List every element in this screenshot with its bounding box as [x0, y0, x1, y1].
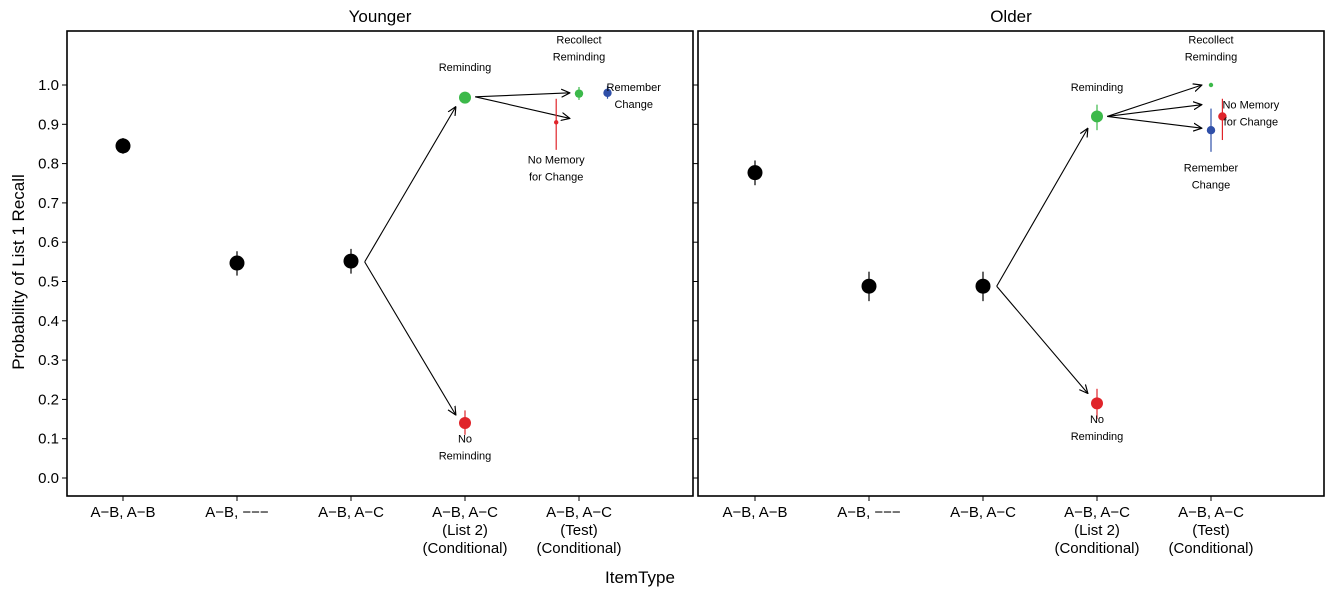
x-tick-label: A−B, −−− — [205, 504, 269, 521]
data-point — [747, 165, 763, 181]
y-tick-label: 0.4 — [38, 313, 59, 330]
x-tick-label: A−B, A−C — [950, 504, 1016, 521]
x-tick-label: (Test) — [1192, 522, 1230, 539]
arrow — [1107, 115, 1202, 128]
data-point — [975, 278, 991, 294]
data-point — [1091, 397, 1103, 410]
data-point — [554, 120, 559, 125]
annotation-label: Recollect — [556, 35, 601, 47]
data-point — [1218, 112, 1227, 121]
annotation-label: Change — [1192, 179, 1231, 191]
panel-frame — [697, 30, 1325, 497]
arrow — [475, 93, 570, 97]
y-tick-label: 0.0 — [38, 470, 59, 487]
arrow — [1107, 105, 1202, 117]
y-tick-label: 0.6 — [38, 234, 59, 251]
data-point — [229, 255, 245, 271]
x-tick-label: (Conditional) — [422, 540, 507, 557]
annotation-label: Recollect — [1188, 35, 1233, 47]
y-tick-label: 0.7 — [38, 195, 59, 212]
x-tick-label: A−B, A−C — [1064, 504, 1130, 521]
panel-title: Older — [990, 7, 1032, 26]
annotation-label: No — [458, 434, 472, 446]
panel-frame — [66, 30, 694, 497]
data-point — [343, 253, 359, 269]
arrow — [1107, 85, 1202, 117]
data-point — [603, 88, 612, 98]
data-point — [1208, 82, 1214, 88]
annotation-label: No Memory — [528, 155, 585, 167]
annotation-label: Remember — [607, 82, 662, 94]
arrow — [364, 107, 456, 263]
x-tick-label: (List 2) — [1074, 522, 1120, 539]
x-tick-label: A−B, A−B — [722, 504, 787, 521]
x-tick-label: (Test) — [560, 522, 598, 539]
annotation-label: Reminding — [439, 62, 492, 74]
x-tick-label: (List 2) — [442, 522, 488, 539]
annotation-label: No — [1090, 414, 1104, 426]
x-tick-label: A−B, A−B — [90, 504, 155, 521]
y-tick-label: 0.3 — [38, 352, 59, 369]
panels-layer: Younger 0.0 0.1 0.2 0.3 0.4 0.5 0.6 0.7 0.8 0.9 1.0… — [38, 7, 1325, 557]
y-tick-label: 0.1 — [38, 431, 59, 448]
x-axis-title: ItemType — [605, 568, 675, 587]
y-tick-label: 1.0 — [38, 77, 59, 94]
annotation-label: No Memory — [1222, 100, 1279, 112]
data-point — [459, 91, 471, 104]
x-tick-label: A−B, A−C — [1178, 504, 1244, 521]
annotation-label: Remember — [1184, 162, 1239, 174]
annotation-label: Reminding — [1071, 82, 1124, 94]
arrow — [996, 285, 1088, 393]
data-point — [1091, 110, 1103, 123]
y-tick-label: 0.5 — [38, 274, 59, 291]
annotation-label: Change — [614, 99, 653, 111]
x-tick-label: A−B, A−C — [546, 504, 612, 521]
y-tick-label: 0.9 — [38, 116, 59, 133]
x-tick-label: A−B, −−− — [837, 504, 901, 521]
annotation-label: for Change — [1224, 117, 1278, 129]
y-tick-label: 0.2 — [38, 391, 59, 408]
annotation-label: Reminding — [1185, 52, 1238, 64]
data-point — [459, 416, 471, 429]
arrow — [996, 128, 1088, 287]
panel-title: Younger — [349, 7, 412, 26]
annotation-label: for Change — [529, 172, 583, 184]
y-axis-title: Probability of List 1 Recall — [9, 174, 28, 370]
data-point — [1206, 125, 1216, 135]
data-point — [574, 89, 584, 98]
annotation-label: Reminding — [553, 52, 606, 64]
x-tick-label: A−B, A−C — [318, 504, 384, 521]
arrow — [364, 261, 456, 415]
x-tick-label: (Conditional) — [1054, 540, 1139, 557]
x-tick-label: (Conditional) — [1168, 540, 1253, 557]
x-tick-label: A−B, A−C — [432, 504, 498, 521]
arrow — [475, 96, 570, 119]
y-tick-label: 0.8 — [38, 156, 59, 173]
annotation-label: Reminding — [439, 451, 492, 463]
data-point — [115, 138, 131, 154]
panel-0: Younger 0.0 0.1 0.2 0.3 0.4 0.5 0.6 0.7 0.8 0.9 1.0… — [38, 7, 694, 557]
data-point — [861, 278, 877, 294]
x-tick-label: (Conditional) — [536, 540, 621, 557]
annotation-label: Reminding — [1071, 431, 1124, 443]
